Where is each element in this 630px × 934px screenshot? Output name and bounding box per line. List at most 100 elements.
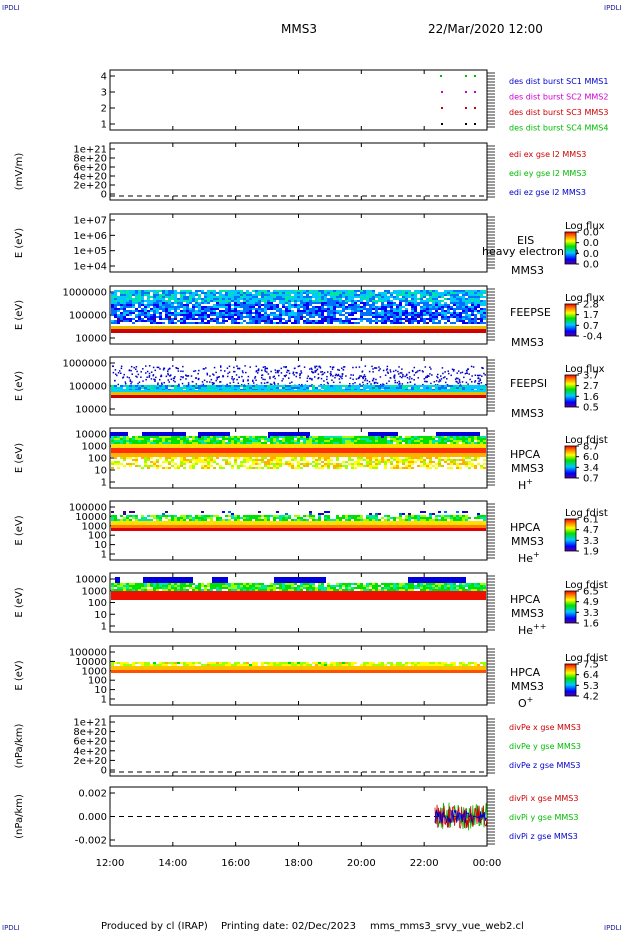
dot [228,365,231,368]
ytick-label: 0 [101,766,107,777]
dot [160,375,163,377]
dot [269,376,271,378]
dot [288,372,291,375]
dot [378,366,380,368]
dot [389,369,392,371]
dot [236,365,238,367]
colorbar-tick-label: -0.4 [583,332,603,343]
dot [384,374,387,377]
dot [375,367,378,369]
dot [341,373,344,375]
ylabel: (mV/m) [14,153,25,191]
dot [311,370,313,373]
dot [252,380,254,383]
dot [429,366,431,369]
dot [130,369,132,372]
dot [439,380,442,382]
dot [299,376,301,379]
dot [138,381,141,384]
dot [382,369,385,372]
dot [463,376,465,379]
dot [242,379,245,381]
dot [314,366,316,369]
panel-feepse: 1000000 100000 10000 E (eV) FEEPSE MMS3 Log fl… [14,285,605,349]
colorbar [564,518,577,552]
dot [375,381,377,384]
dot [307,375,310,377]
legend-entry: divPe x gse MMS3 [509,723,581,732]
dot [213,382,215,385]
ylabel: E (eV) [14,371,25,401]
dot [118,370,121,372]
dot [400,372,403,374]
colorbar-tick-label: 0.0 [583,249,599,260]
dot [299,373,301,375]
ytick-label: 1e+07 [73,216,107,227]
ytick-label: 10 [94,610,107,621]
dot [273,375,275,378]
dot [284,375,287,378]
dot [295,371,297,374]
dot [337,374,340,377]
dot [413,374,416,376]
dot [387,372,389,374]
dot [332,366,335,368]
dot [399,372,402,374]
dot [150,378,153,380]
dot [252,382,255,384]
band-red [111,329,486,333]
dot [358,376,361,379]
ytick-label: 0.000 [78,812,107,823]
dot [329,366,332,368]
dot [314,371,317,373]
dot [168,367,171,370]
dot [334,376,336,379]
dot [376,382,379,384]
dot [190,375,193,377]
dot [363,374,366,376]
dot [287,370,290,372]
dot [235,374,238,376]
burst-mark [465,123,467,125]
dot [252,379,254,382]
colorbar-tick-label: 4.7 [583,525,599,536]
dot [209,375,211,377]
dot [114,379,116,382]
patch [436,432,480,438]
band-red [111,395,486,398]
dot [130,382,132,385]
dot [232,379,235,381]
dot [128,369,131,372]
xtick-label: 22:00 [410,858,439,869]
dot [447,372,450,375]
colorbar-tick-label: 4.9 [583,597,599,608]
ytick-label: 10 [94,540,107,551]
ytick-label: 10 [94,685,107,696]
dot [413,379,415,381]
corner-label-bottom-left: IPDLI [2,924,20,932]
dot [395,369,397,372]
dot [392,370,395,373]
burst-mark [474,107,476,109]
dot [317,373,320,375]
colorbar-title: Log flux [565,293,605,304]
colorbar-tick-label: 6.0 [583,452,599,463]
dot [332,375,334,377]
dot [287,377,290,379]
dot [326,371,329,373]
dot [123,373,125,376]
dot [174,381,176,383]
dot [117,383,120,386]
dot [226,383,228,386]
dot [166,370,169,372]
spacecraft-label: MMS3 [511,535,544,548]
dot [364,365,367,367]
dot [283,366,285,368]
dot [213,374,215,376]
dot [131,381,133,383]
dot [157,366,160,369]
dot [135,375,137,378]
ytick-label: 2e+20 [73,756,107,767]
dot [203,379,206,382]
